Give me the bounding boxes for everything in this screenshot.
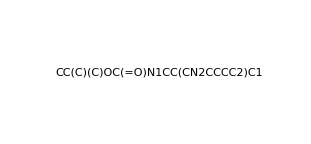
Text: CC(C)(C)OC(=O)N1CC(CN2CCCC2)C1: CC(C)(C)OC(=O)N1CC(CN2CCCC2)C1 bbox=[55, 68, 263, 78]
